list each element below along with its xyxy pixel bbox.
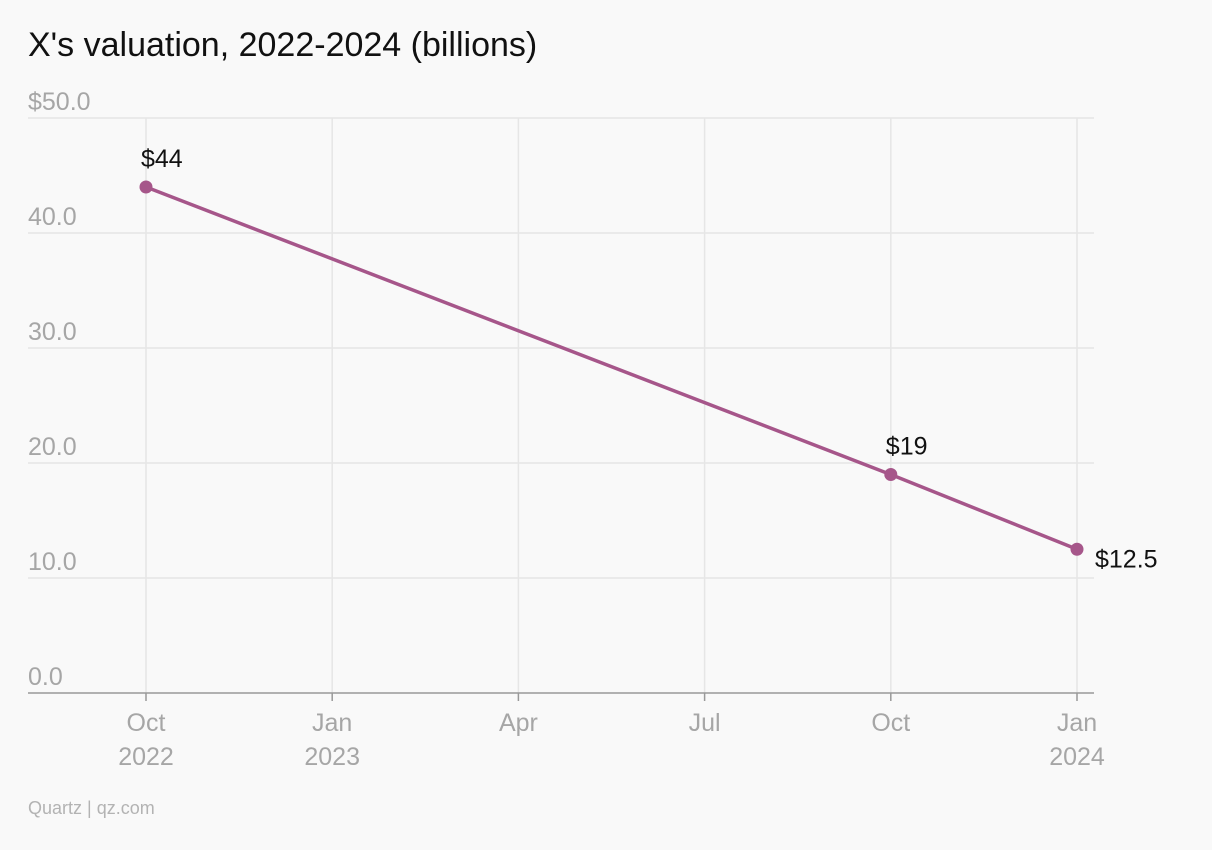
y-tick-label: 30.0 [28,318,77,346]
x-tick-month: Jul [689,709,721,737]
series-layer [139,180,1084,556]
data-point [139,180,153,194]
x-tick-month: Apr [499,709,538,737]
y-tick-label: 10.0 [28,548,77,576]
data-label: $44 [141,145,183,173]
source-credit: Quartz | qz.com [28,798,155,818]
x-tick-month: Jan [312,709,352,737]
y-tick-label: 20.0 [28,433,77,461]
data-point [1070,542,1084,556]
x-tick-year: 2022 [118,743,174,771]
x-tick-year: 2024 [1049,743,1105,771]
series-line [145,185,1078,551]
x-tick-year: 2023 [304,743,360,771]
y-tick-label: 0.0 [28,663,63,691]
data-point [884,468,898,481]
x-tick-month: Jan [1057,709,1097,737]
y-tick-label: $50.0 [28,88,91,116]
data-label: $19 [886,433,928,461]
axis-layer: 0.0 10.0 20.0 30.0 40.0 $50.0 Oct 2022 Jan 2023 Ap… [28,88,1105,771]
chart-title: X's valuation, 2022-2024 (billions) [28,26,538,64]
label-layer: $44 $19 $12.5 [141,145,1158,573]
y-tick-label: 40.0 [28,203,77,231]
x-tick-month: Oct [871,709,910,737]
x-tick-month: Oct [127,709,166,737]
data-label: $12.5 [1095,545,1158,573]
